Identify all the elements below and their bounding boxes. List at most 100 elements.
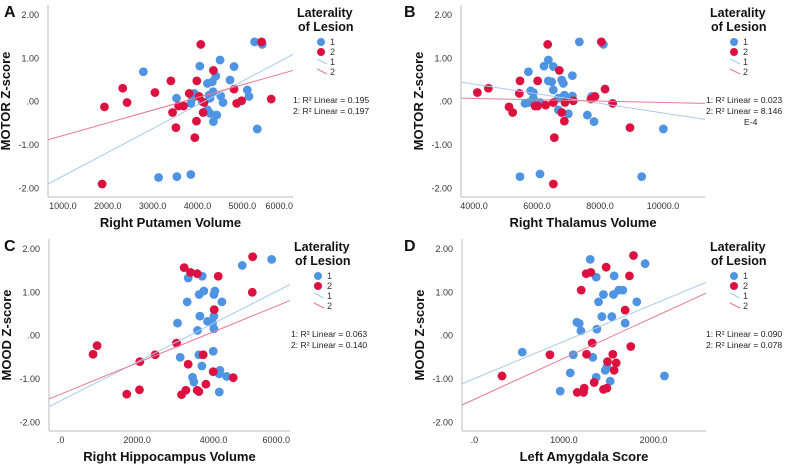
data-point-group-2 <box>497 371 507 381</box>
data-point-group-1 <box>172 172 182 182</box>
data-point-group-1 <box>539 61 549 71</box>
legend-line-group-2 <box>729 302 741 309</box>
x-axis-label: Right Hippocampus Volume <box>83 449 255 464</box>
data-point-group-1 <box>244 92 254 101</box>
data-point-group-2 <box>508 108 518 117</box>
x-tick-label: 2000.0 <box>94 201 122 211</box>
data-point-group-1 <box>515 172 525 182</box>
x-tick-label: 6000.0 <box>523 201 551 211</box>
legend-line-group-1 <box>729 58 741 65</box>
y-tick-label: -1.00 <box>431 140 452 150</box>
data-point-group-1 <box>267 254 277 264</box>
x-tick-label: 6000.0 <box>262 435 290 445</box>
data-point-group-1 <box>138 67 148 77</box>
data-point-group-1 <box>199 286 209 296</box>
x-tick-label: 6000.0 <box>265 201 293 211</box>
data-point-group-2 <box>572 388 582 397</box>
data-point-group-1 <box>543 55 553 65</box>
legend-item-label: 1 <box>327 291 332 301</box>
data-point-group-2 <box>118 83 128 93</box>
scatter-plot: A 2.00 1.00 .00 -1.00 -2.00 1000.0 2000.0 3000.0… <box>0 4 369 230</box>
x-tick-label: 4000.0 <box>200 435 228 445</box>
data-point-group-2 <box>192 269 202 279</box>
x-tick-label: 1000.0 <box>550 435 578 445</box>
data-point-group-2 <box>192 116 201 126</box>
data-point-group-1 <box>620 318 630 328</box>
data-point-group-1 <box>547 77 557 87</box>
legend-item-label: 2 <box>743 281 748 291</box>
data-point-group-1 <box>195 61 205 71</box>
data-point-group-1 <box>225 75 235 85</box>
data-point-group-1 <box>208 346 218 356</box>
data-point-group-2 <box>194 92 204 101</box>
legend-item-label: 1 <box>743 271 748 281</box>
data-point-group-2 <box>625 123 635 133</box>
legend-title: of Lesion <box>711 254 767 268</box>
data-point-group-2 <box>579 388 588 397</box>
data-point-group-1 <box>237 261 247 270</box>
data-point-group-2 <box>554 66 564 75</box>
y-tick-label: .00 <box>440 331 453 341</box>
y-tick-label: 2.00 <box>435 244 453 254</box>
fit-line-group-1 <box>48 284 291 408</box>
data-point-group-2 <box>543 40 553 49</box>
data-point-group-1 <box>182 297 192 307</box>
data-point-group-2 <box>603 357 612 367</box>
scatter-plot: D 2.00 1.00 .00 -1.00 -2.00 .0 1000.0 2000.0 Left… <box>404 238 782 464</box>
legend-item-label: 2 <box>743 67 748 77</box>
data-point-group-2 <box>596 37 606 47</box>
data-point-group-1 <box>660 371 669 381</box>
data-point-group-1 <box>175 352 185 362</box>
data-point-group-1 <box>548 85 558 95</box>
data-point-group-1 <box>173 318 182 328</box>
panel-a: A 2.00 1.00 .00 -1.00 -2.00 1000.0 2000.0 3000.0… <box>0 0 400 234</box>
data-point-group-1 <box>523 67 533 77</box>
data-point-group-1 <box>218 98 228 107</box>
data-point-group-2 <box>135 385 144 395</box>
y-tick-label: .00 <box>26 97 39 107</box>
legend-title: Laterality <box>710 6 766 20</box>
data-point-group-2 <box>183 359 193 369</box>
y-tick-label: .00 <box>27 331 40 341</box>
data-point-group-1 <box>558 79 568 88</box>
legend-title: Laterality <box>294 240 350 254</box>
panel-letter: C <box>4 238 16 255</box>
data-point-group-2 <box>122 98 132 107</box>
x-tick-label: .0 <box>57 435 65 445</box>
data-point-group-2 <box>611 358 621 368</box>
data-point-group-2 <box>177 390 186 399</box>
data-point-group-1 <box>252 124 262 134</box>
data-point-group-1 <box>250 37 260 47</box>
data-point-group-1 <box>563 109 573 119</box>
data-point-group-2 <box>190 133 200 143</box>
data-point-group-2 <box>237 96 247 106</box>
data-point-group-1 <box>517 347 527 357</box>
r-squared-label: 2: R² Linear = 0.197 <box>293 106 369 116</box>
data-point-group-1 <box>594 297 603 307</box>
data-point-group-2 <box>100 102 109 112</box>
data-point-group-2 <box>582 349 591 359</box>
legend-line-group-2 <box>316 68 328 75</box>
fit-line-group-2 <box>47 69 294 141</box>
y-tick-label: 1.00 <box>434 53 452 63</box>
data-point-group-2 <box>186 267 195 277</box>
y-tick-label: -2.00 <box>432 417 453 427</box>
y-tick-label: -2.00 <box>19 417 40 427</box>
x-tick-label: .0 <box>471 435 479 445</box>
data-point-group-1 <box>658 124 668 134</box>
y-tick-label: -1.00 <box>432 374 453 384</box>
y-tick-label: 1.00 <box>22 287 40 297</box>
data-point-group-2 <box>92 341 102 351</box>
data-point-group-1 <box>193 326 202 335</box>
data-point-group-1 <box>186 170 196 179</box>
r-squared-label: E-4 <box>744 117 758 127</box>
data-point-group-2 <box>586 267 596 277</box>
data-point-group-1 <box>172 93 181 103</box>
legend-line-group-1 <box>313 292 325 299</box>
data-point-group-1 <box>555 386 565 396</box>
data-point-group-2 <box>587 338 597 348</box>
legend-line-group-2 <box>729 68 741 75</box>
fit-line-group-1 <box>47 53 294 185</box>
data-point-group-2 <box>625 271 634 281</box>
data-point-group-2 <box>194 387 204 396</box>
